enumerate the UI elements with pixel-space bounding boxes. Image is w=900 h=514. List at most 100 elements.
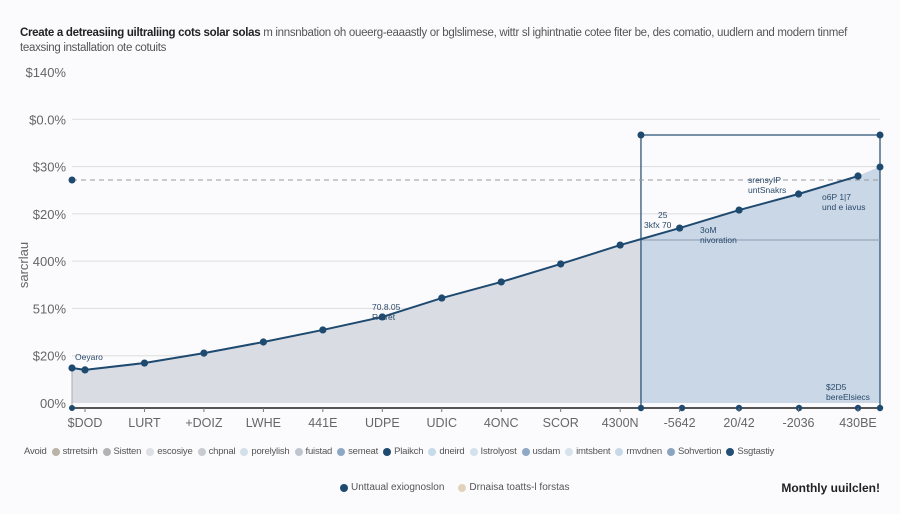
legend-label: porelylish — [251, 446, 290, 457]
data-point — [81, 366, 89, 374]
legend-item: Ssgtastiy — [726, 446, 774, 457]
data-point — [616, 241, 624, 249]
y-tick-label: $30% — [33, 160, 67, 175]
legend-swatch — [240, 447, 249, 456]
legend-item: strretsirh — [51, 446, 98, 457]
x-tick-label: $DOD — [68, 416, 103, 430]
data-point — [557, 260, 565, 268]
legend-label: Istrolyost — [480, 446, 517, 457]
legend-item: Sohvertion — [666, 446, 722, 457]
secondary-legend: Unttaual exiognoslon Drnaisa toatts-l for… — [340, 482, 569, 493]
legend-item: rmvdnen — [615, 446, 662, 457]
legend-swatch — [666, 447, 675, 456]
forecast-box-marker — [876, 131, 884, 139]
monthly-label: Monthly uuilclen! — [781, 481, 880, 495]
legend-label: rmvdnen — [626, 446, 662, 457]
legend-item: fuistad — [294, 446, 333, 457]
legend-label: dneird — [439, 446, 465, 457]
legend-label: Drnaisa toatts-l forstas — [469, 482, 570, 493]
legend-label: Ssgtastiy — [737, 446, 775, 457]
y-tick-label: 510% — [33, 301, 67, 316]
data-point — [200, 349, 208, 357]
legend-label: semeat — [348, 446, 379, 457]
legend-item: Sistten — [102, 446, 142, 457]
legend-swatch — [340, 483, 348, 492]
legend-item: semeat — [337, 446, 378, 457]
annotation-label: o6P 1|7 — [822, 192, 851, 202]
title-bold: Create a detreasiing uiltraliing cots so… — [20, 27, 261, 39]
chart-title: Create a detreasiing uiltraliing cots so… — [20, 26, 880, 56]
legend-swatch — [337, 447, 346, 456]
annotation-sublabel: nivoration — [700, 235, 737, 245]
legend-swatch — [146, 447, 155, 456]
axis-origin-marker — [69, 405, 75, 411]
data-point — [735, 206, 743, 214]
axis-marker — [637, 404, 645, 412]
forecast-fill — [640, 166, 880, 403]
y-axis-label: sarcrlau — [16, 242, 31, 288]
data-point — [319, 326, 327, 334]
reference-point — [68, 176, 76, 184]
legend-item: Plaikch — [383, 446, 424, 457]
legend-swatch — [428, 447, 437, 456]
annotation-label: 3oM — [700, 225, 717, 235]
x-tick-label: -5642 — [664, 416, 696, 430]
forecast-box-marker — [876, 163, 884, 171]
annotation-sublabel: Rotret — [372, 312, 396, 322]
x-tick-label: 4300N — [602, 416, 639, 430]
x-tick-label: SCOR — [543, 416, 579, 430]
legend-item: chpnal — [197, 446, 236, 457]
legend-swatch — [197, 447, 206, 456]
x-tick-label: 441E — [308, 416, 337, 430]
annotation-sublabel: 3kfx 70 — [644, 220, 672, 230]
legend-label: Plaikch — [394, 446, 424, 457]
axis-marker — [876, 404, 884, 412]
legend-item: Avoid — [24, 446, 47, 457]
legend-label: Sohvertion — [677, 446, 722, 457]
legend-swatch — [294, 447, 303, 456]
legend-item: imtsbent — [565, 446, 611, 457]
x-tick-label: LURT — [128, 416, 161, 430]
y-tick-label: $20% — [33, 349, 67, 364]
data-point — [854, 172, 862, 180]
data-point — [438, 294, 446, 302]
data-point — [676, 224, 684, 232]
legend-label: Avoid — [24, 446, 47, 457]
legend-label: fuistad — [305, 446, 333, 457]
annotation-label: $2D5 — [826, 382, 847, 392]
legend-item: Drnaisa toatts-l forstas — [458, 482, 569, 493]
legend-swatch — [383, 447, 392, 456]
x-tick-label: -2036 — [783, 416, 815, 430]
legend-swatch — [469, 447, 478, 456]
legend-item: escosiye — [146, 446, 193, 457]
legend-item: dneird — [428, 446, 465, 457]
annotation-label: srensyIP — [748, 175, 781, 185]
annotation-sublabel: und e iavus — [822, 202, 865, 212]
data-point — [378, 313, 386, 321]
annotation-label: 70.8.05 — [372, 302, 401, 312]
annotation-sublabel: bereElsiecs — [826, 392, 870, 402]
legend-label: chpnal — [208, 446, 236, 457]
legend-label: Sistten — [113, 446, 142, 457]
legend-item: Istrolyost — [469, 446, 517, 457]
legend-label: usdam — [532, 446, 561, 457]
annotation-label: 25 — [658, 210, 668, 220]
data-point — [140, 359, 149, 367]
legend-item: porelylish — [240, 446, 290, 457]
data-point — [259, 338, 267, 346]
area-chart: $140% $0.0% $30% $20% 400% 510% $20% 00% sarcrla… — [16, 65, 884, 430]
x-tick-label: 20/42 — [723, 416, 754, 430]
legend-swatch — [565, 447, 574, 456]
y-tick-label: 00% — [40, 396, 66, 411]
y-tick-label: $0.0% — [29, 112, 66, 127]
x-tick-label: +DOIZ — [185, 416, 223, 430]
legend-swatch — [51, 447, 60, 456]
legend-label: escosiye — [157, 446, 193, 457]
legend-label: imtsbent — [576, 446, 611, 457]
legend-label: strretsirh — [62, 446, 98, 457]
legend-swatch — [521, 447, 530, 456]
y-tick-label: $140% — [26, 65, 67, 80]
legend: Avoid strretsirh Sistten escosiye chpnal pore… — [24, 446, 884, 457]
x-tick-label: 4ONC — [484, 416, 519, 430]
annotation-label: Oeyaro — [75, 352, 103, 362]
